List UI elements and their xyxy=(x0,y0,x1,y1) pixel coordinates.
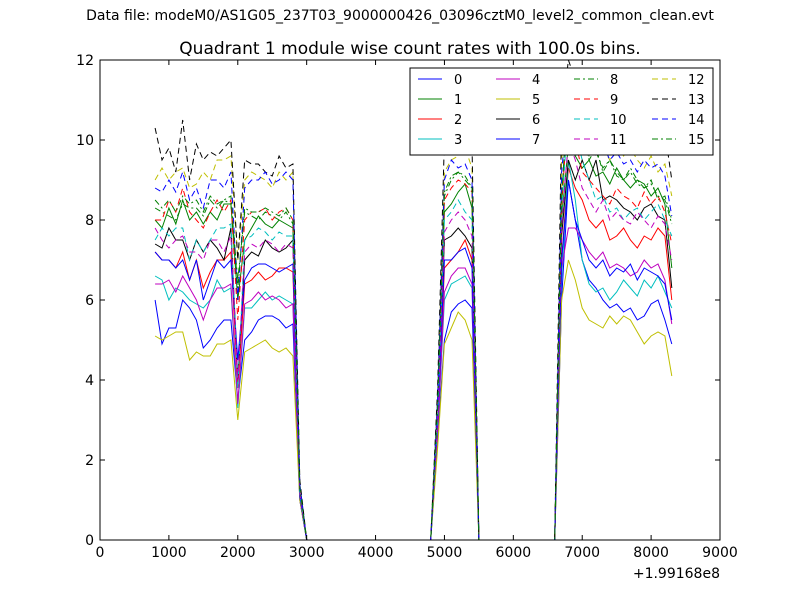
legend-label-13: 13 xyxy=(688,93,705,108)
x-offset-label: +1.99168e8 xyxy=(633,566,720,582)
y-tick-label: 0 xyxy=(85,533,94,549)
ticks-layer: 0 1000 2000 3000 4000 5000 6000 7000 8000 9000 0 2 4… xyxy=(76,53,738,561)
x-tick-label: 1000 xyxy=(151,545,187,561)
legend-label-2: 2 xyxy=(454,113,462,128)
legend-label-6: 6 xyxy=(532,113,540,128)
x-tick-label: 2000 xyxy=(220,545,256,561)
legend-label-7: 7 xyxy=(532,133,540,148)
x-tick-label: 8000 xyxy=(633,545,669,561)
legend-label-4: 4 xyxy=(532,73,540,88)
series-line-5 xyxy=(154,259,673,541)
y-tick-label: 6 xyxy=(85,293,94,309)
series-line-11 xyxy=(154,139,673,541)
series-layer xyxy=(154,59,673,541)
x-tick-label: 0 xyxy=(96,545,105,561)
x-tick-label: 5000 xyxy=(427,545,463,561)
y-tick-label: 12 xyxy=(76,53,94,69)
legend-label-12: 12 xyxy=(688,73,705,88)
legend-label-3: 3 xyxy=(454,133,462,148)
legend-label-5: 5 xyxy=(532,93,540,108)
y-tick-label: 10 xyxy=(76,133,94,149)
y-tick-label: 2 xyxy=(85,453,94,469)
legend-box xyxy=(409,67,714,156)
x-tick-label: 3000 xyxy=(289,545,325,561)
x-tick-label: 7000 xyxy=(564,545,600,561)
x-tick-label: 6000 xyxy=(496,545,532,561)
series-line-15 xyxy=(154,91,673,541)
series-line-4 xyxy=(155,227,673,541)
legend-label-1: 1 xyxy=(454,93,462,108)
series-line-7 xyxy=(154,179,673,541)
legend-label-11: 11 xyxy=(610,133,627,148)
legend-label-9: 9 xyxy=(610,93,618,108)
legend-label-10: 10 xyxy=(610,113,627,128)
chart-title: Quadrant 1 module wise count rates with … xyxy=(179,39,640,59)
legend-label-8: 8 xyxy=(610,73,618,88)
legend-label-15: 15 xyxy=(688,133,705,148)
x-tick-label: 9000 xyxy=(702,545,738,561)
legend-label-0: 0 xyxy=(454,73,462,88)
x-tick-label: 4000 xyxy=(358,545,394,561)
y-tick-label: 4 xyxy=(85,373,94,389)
y-tick-label: 8 xyxy=(85,213,94,229)
series-line-8 xyxy=(154,79,673,541)
page-title: Data file: modeM0/AS1G05_237T03_90000004… xyxy=(86,8,714,24)
legend-label-14: 14 xyxy=(688,113,705,128)
